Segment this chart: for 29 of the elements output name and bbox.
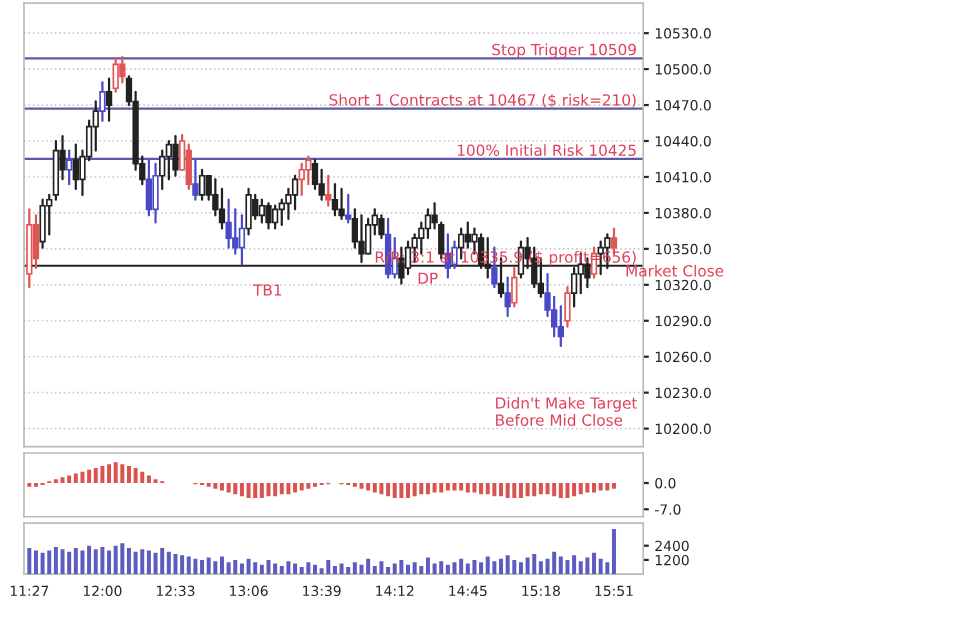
- candlestick: [252, 193, 259, 221]
- candlestick: [325, 174, 332, 207]
- candlestick: [152, 162, 159, 224]
- candlestick: [271, 204, 279, 230]
- candlestick: [72, 143, 79, 191]
- candlestick: [610, 227, 618, 255]
- candlestick: [258, 198, 266, 224]
- candlestick: [112, 57, 119, 93]
- candlestick: [298, 162, 305, 197]
- candlestick: [66, 149, 73, 186]
- candlestick: [225, 198, 232, 249]
- candlestick: [345, 193, 352, 224]
- candlestick: [338, 187, 345, 221]
- candlestick: [185, 143, 192, 191]
- candlestick: [331, 183, 339, 217]
- candlestick: [192, 159, 199, 201]
- candlestick: [99, 81, 106, 122]
- candlestick: [265, 202, 272, 230]
- candlestick: [119, 56, 126, 84]
- candlestick: [458, 227, 465, 260]
- candlestick: [172, 135, 179, 177]
- candlestick: [39, 198, 46, 249]
- candlestick: [464, 221, 471, 249]
- candlestick: [378, 214, 385, 240]
- candlestick: [145, 159, 153, 217]
- candlestick: [504, 276, 511, 318]
- candlestick: [32, 214, 40, 270]
- candlestick: [198, 168, 206, 201]
- candlestick: [105, 77, 113, 122]
